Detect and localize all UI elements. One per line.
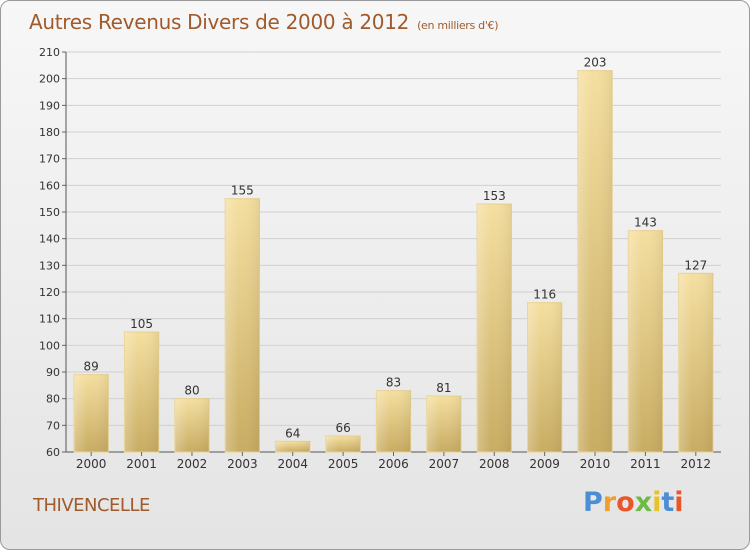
bar-value-label: 64 — [285, 426, 300, 440]
bar-sheen — [678, 273, 713, 452]
x-tick-label: 2008 — [479, 457, 510, 471]
x-tick-label: 2003 — [227, 457, 258, 471]
y-tick-label: 130 — [39, 259, 60, 272]
x-axis: 2000 2001 2002 2003 2004 2005 2006 2007 2008 2009… — [76, 452, 711, 471]
y-tick-label: 100 — [39, 339, 60, 352]
bar-value-label: 83 — [386, 376, 401, 390]
y-tick-label: 70 — [46, 419, 60, 432]
bar-value-label: 143 — [634, 216, 657, 230]
bar-sheen — [376, 390, 411, 452]
bar-value-label: 105 — [130, 317, 153, 331]
x-tick-label: 2004 — [277, 457, 308, 471]
bar-sheen — [225, 198, 260, 452]
x-tick-label: 2002 — [177, 457, 208, 471]
bar-value-label: 153 — [483, 189, 506, 203]
bar-value-label: 89 — [84, 360, 99, 374]
y-tick-label: 200 — [39, 73, 60, 86]
x-tick-label: 2001 — [126, 457, 157, 471]
x-tick-label: 2005 — [328, 457, 359, 471]
bar-value-label: 155 — [231, 184, 254, 198]
y-tick-label: 140 — [39, 233, 60, 246]
bar-sheen — [477, 204, 512, 452]
bar-sheen — [527, 302, 562, 452]
proxiti-logo[interactable]: Proxiti — [583, 487, 684, 518]
logo-letter: r — [602, 487, 617, 518]
bar-sheen — [325, 436, 361, 452]
commune-name: THIVENCELLE — [33, 495, 150, 516]
bar-sheen — [275, 441, 310, 452]
y-tick-label: 120 — [39, 286, 60, 299]
y-tick-label: 110 — [39, 313, 60, 326]
y-tick-label: 60 — [46, 446, 60, 459]
bar-value-label: 81 — [436, 381, 451, 395]
bar-sheen — [426, 396, 462, 452]
x-tick-label: 2012 — [681, 457, 712, 471]
x-tick-label: 2006 — [378, 457, 409, 471]
bar-value-label: 66 — [335, 421, 350, 435]
logo-letter: i — [674, 487, 684, 518]
bar-sheen — [628, 230, 663, 452]
bar-value-label: 127 — [684, 258, 707, 272]
logo-letter: P — [583, 487, 603, 518]
bar-sheen — [124, 332, 159, 452]
logo-letter: x — [634, 487, 653, 518]
chart-unit-label: (en milliers d'€) — [417, 19, 499, 32]
y-tick-label: 90 — [46, 366, 60, 379]
bar-value-label: 80 — [184, 384, 199, 398]
x-tick-label: 2007 — [429, 457, 460, 471]
bars: 89 105 80 155 64 66 83 81 153 116 203 143 127 — [73, 56, 714, 453]
bar-value-label: 116 — [533, 288, 556, 302]
chart-title-text: Autres Revenus Divers de 2000 à 2012 — [29, 10, 410, 34]
y-tick-label: 160 — [39, 179, 60, 192]
bar-sheen — [577, 70, 613, 453]
y-tick-label: 190 — [39, 99, 60, 112]
x-tick-label: 2010 — [580, 457, 611, 471]
logo-letter: o — [616, 487, 635, 518]
y-tick-label: 210 — [39, 46, 60, 59]
y-tick-label: 80 — [46, 393, 60, 406]
logo-letter: t — [661, 487, 675, 518]
logo-letter: i — [652, 487, 662, 518]
bar-sheen — [74, 374, 109, 452]
chart-title: Autres Revenus Divers de 2000 à 2012 (en … — [29, 10, 499, 34]
bar-value-label: 203 — [584, 56, 607, 70]
bar-sheen — [174, 398, 210, 452]
x-tick-label: 2011 — [630, 457, 661, 471]
x-tick-label: 2000 — [76, 457, 107, 471]
x-tick-label: 2009 — [529, 457, 560, 471]
y-tick-label: 180 — [39, 126, 60, 139]
y-tick-label: 150 — [39, 206, 60, 219]
y-tick-label: 170 — [39, 153, 60, 166]
